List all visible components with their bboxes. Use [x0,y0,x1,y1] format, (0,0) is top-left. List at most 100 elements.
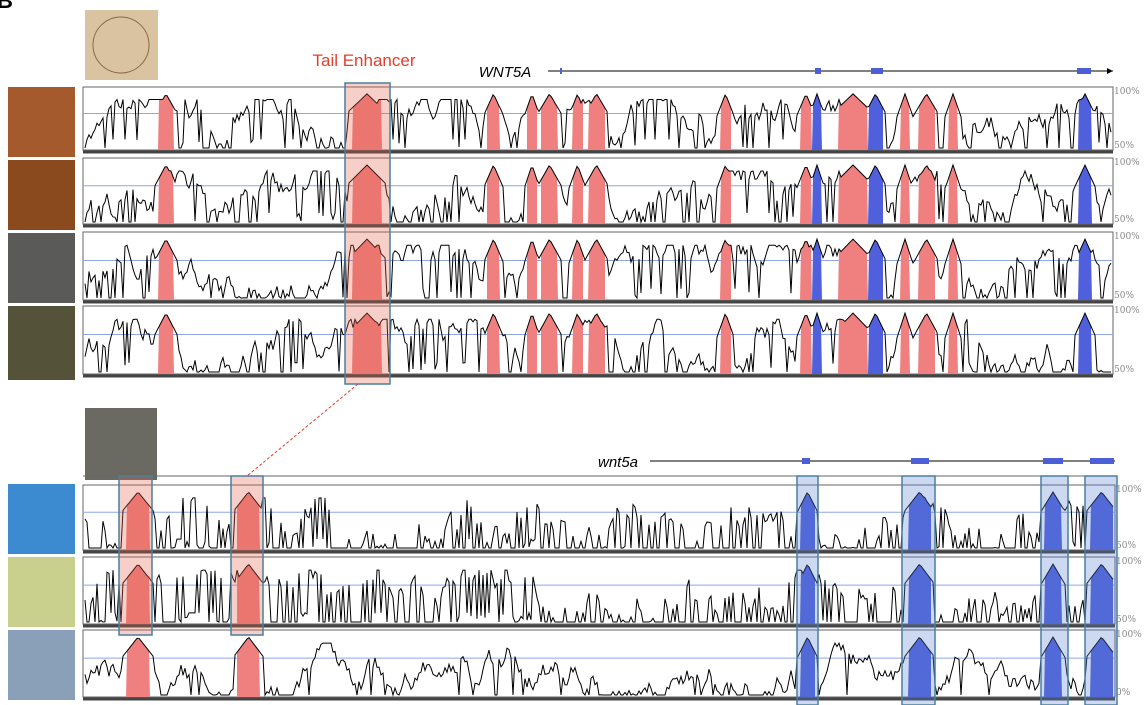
conserved-region [948,93,958,150]
axis-label-bottom: 50% [1116,541,1136,551]
conserved-region [572,166,583,224]
conserved-region [900,93,910,150]
conserved-region [1044,564,1062,624]
highlight-box [344,82,391,385]
gene-top-exon [871,68,883,74]
gene-bottom-exon [1090,458,1114,464]
horse-image [8,160,75,230]
highlight-box [118,475,153,636]
conserved-region [720,240,731,300]
conserved-region [918,240,935,300]
axis-label-top: 100% [1114,158,1140,168]
conserved-region [352,313,382,374]
tetraodon-image [8,557,75,627]
conserved-region [948,165,958,224]
conserved-region [1090,492,1113,550]
axis-label-top: 100% [1116,557,1142,567]
conserved-region [948,313,958,374]
conserved-region [572,314,583,374]
conserved-region [838,165,868,224]
axis-label-bottom: 50% [1114,291,1134,301]
conserved-region [900,239,910,300]
conserved-region [812,313,822,374]
conserved-region [720,166,731,224]
conservation-curve [84,163,1112,224]
axis-label-bottom: 50% [1116,615,1136,625]
conservation-curve [84,237,1112,300]
conserved-region [838,93,868,150]
conserved-region [868,94,883,150]
human-image [85,10,158,80]
conserved-region [527,242,537,300]
gene-bottom-exon [1043,458,1063,464]
rat-image [8,306,75,380]
conserved-region [588,94,605,150]
conserved-region [1044,491,1062,550]
enhancer-link [246,383,359,477]
conserved-region [1078,165,1092,224]
conserved-region [868,314,883,374]
panel-label: B [0,0,13,13]
conserved-region [800,315,812,374]
conserved-region [908,564,931,624]
conserved-region [527,316,537,374]
conserved-region [918,165,935,224]
gene-bottom-exon [802,458,810,464]
conserved-region [918,94,935,150]
gene-label-bottom: wnt5a [598,454,638,471]
conserved-region [588,314,605,374]
gene-top-exon [1077,68,1091,74]
conserved-region [352,165,382,224]
axis-label-bottom: 50% [1114,141,1134,151]
highlight-box [1040,475,1069,705]
conserved-region [720,95,731,150]
conserved-region [487,94,500,150]
conserved-region [800,638,815,697]
conserved-region [158,95,174,150]
annotation: Tail Enhancer [312,51,415,70]
gene-bottom-exon [911,458,929,464]
conserved-region [487,314,500,374]
conserved-region [237,492,260,550]
conserved-region [1044,637,1062,697]
axis-label-top: 100% [1116,485,1142,495]
highlight-box [1084,475,1118,705]
conserved-region [1090,564,1113,624]
conserved-region [237,637,260,697]
conserved-region [237,564,260,624]
conserved-region [800,565,815,624]
conserved-region [812,93,822,150]
conserved-region [158,315,174,374]
conserved-region [158,241,174,300]
conserved-region [588,240,605,300]
axis-label-top: 100% [1114,232,1140,242]
conserved-region [1078,239,1092,300]
conserved-region [812,165,822,224]
axis-label-bottom: 50% [1114,215,1134,225]
conservation-curve [84,311,1111,374]
conserved-region [812,239,822,300]
human-image-circle [92,16,150,74]
conserved-region [126,565,150,624]
conserved-region [1090,637,1113,697]
conserved-region [126,638,150,697]
mouse-image [8,233,75,303]
axis-label-top: 100% [1114,306,1140,316]
conserved-region [352,239,382,300]
conserved-region [541,94,558,150]
conserved-region [588,165,605,224]
conserved-region [908,492,931,550]
zebrafish-image [8,630,75,700]
axis-label-top: 100% [1114,87,1140,97]
conservation-curve [84,563,1114,624]
conserved-region [900,313,910,374]
gene-top-exon [560,68,562,74]
tracks: 100% 50% 100% 50% 100% 50% 100% 50% 100% 50% 100% 5… [82,68,1142,705]
conserved-region [948,239,958,300]
axis-label-bottom: 50% [1114,365,1134,375]
fugu-image [8,484,75,554]
conserved-region [868,166,883,224]
axis-label-bottom: 0% [1116,688,1131,698]
conserved-region [838,239,868,300]
